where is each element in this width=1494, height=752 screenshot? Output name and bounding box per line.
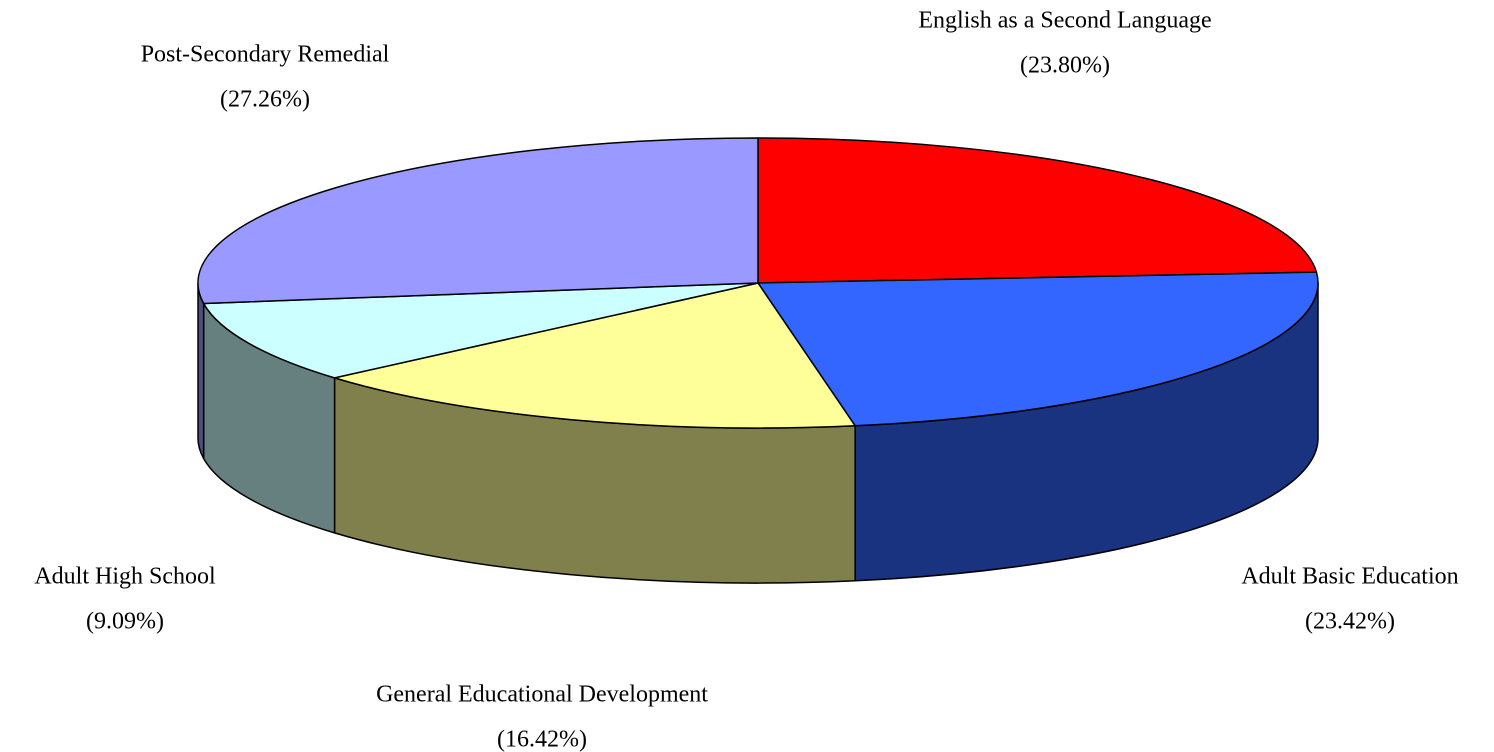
pie-slice bbox=[197, 137, 759, 305]
slice-label: English as a Second Language bbox=[918, 8, 1211, 34]
value-label: (9.09%) bbox=[86, 609, 164, 635]
value-label: (23.42%) bbox=[1305, 609, 1395, 635]
pie-slice bbox=[333, 282, 856, 429]
slice-label: Post-Secondary Remedial bbox=[141, 42, 390, 68]
pie-slice bbox=[757, 137, 1318, 284]
value-label: (23.80%) bbox=[1020, 53, 1110, 79]
slice-label: Adult High School bbox=[34, 564, 216, 590]
slice-label: General Educational Development bbox=[376, 682, 708, 708]
value-label: (27.26%) bbox=[220, 87, 310, 113]
slice-label: Adult Basic Education bbox=[1241, 564, 1458, 590]
value-label: (16.42%) bbox=[497, 727, 587, 752]
pie-slice bbox=[757, 271, 1319, 427]
pie-side bbox=[197, 282, 205, 460]
pie-slice bbox=[202, 282, 759, 379]
